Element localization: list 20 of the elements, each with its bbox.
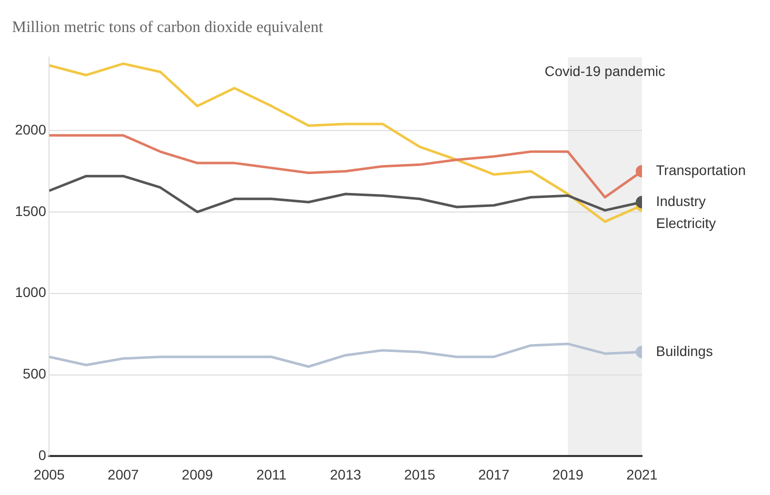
x-tick-label: 2017 [478, 466, 510, 482]
x-tick-label: 2011 [256, 466, 287, 482]
band-label: Covid-19 pandemic [544, 63, 666, 80]
x-tick-label: 2015 [404, 466, 436, 482]
x-tick-label: 2019 [552, 466, 584, 482]
series-label: Buildings [656, 342, 713, 359]
x-tick-label: 2013 [330, 466, 362, 482]
chart-title: Million metric tons of carbon dioxide equivalent [12, 18, 324, 36]
y-tick-label: 0 [38, 447, 46, 464]
series-label: Electricity [656, 215, 716, 231]
x-tick-label: 2005 [34, 466, 65, 482]
x-tick-label: 2007 [108, 466, 140, 482]
y-tick-label: 1500 [14, 202, 46, 219]
y-tick-label: 1000 [14, 284, 46, 300]
y-tick-label: 500 [22, 366, 46, 382]
x-tick-label: 2009 [182, 466, 214, 482]
y-tick-label: 2000 [14, 121, 46, 138]
series-label: Industry [656, 193, 706, 209]
x-tick-label: 2021 [626, 466, 658, 482]
series-label: Transportation [656, 162, 746, 178]
